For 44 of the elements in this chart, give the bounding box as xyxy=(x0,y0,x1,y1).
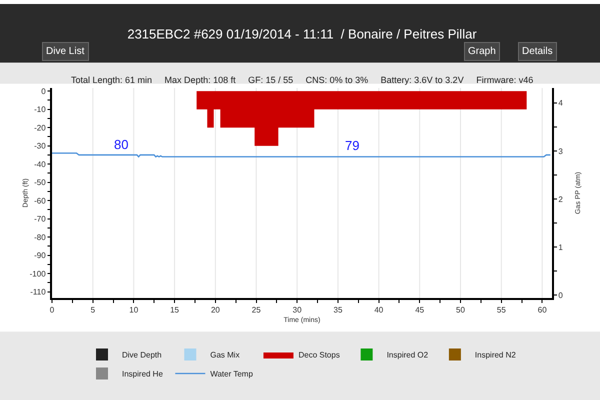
x-tick-label: 5 xyxy=(90,305,96,314)
y2-tick-label: 2 xyxy=(558,194,564,204)
y-tick-label: -90 xyxy=(34,251,46,260)
y-tick-label: -70 xyxy=(34,214,46,224)
y-tick-label: -80 xyxy=(34,232,46,242)
y-tick-label: -110 xyxy=(30,288,46,297)
x-tick-label: 25 xyxy=(252,305,262,314)
y2-tick-label: 3 xyxy=(558,146,564,156)
text: Graph xyxy=(468,46,496,57)
y-tick-label: -40 xyxy=(34,160,46,169)
y2-tick-label: 0 xyxy=(558,290,564,300)
legend-label: Inspired O2 xyxy=(386,350,429,360)
chart-title: 2315EBC2 #629 01/19/2014 - 11:11 / Bonaire / Peitres Pillar xyxy=(127,26,478,42)
annotation: 80 xyxy=(114,137,128,152)
x-tick-label: 15 xyxy=(170,305,180,314)
text: Details xyxy=(522,46,553,57)
y2-tick-label: 1 xyxy=(558,242,564,252)
legend-label: Gas Mix xyxy=(210,350,240,360)
x-tick-label: 40 xyxy=(374,305,384,314)
y-tick-label: -60 xyxy=(34,196,46,206)
x-tick-label: 60 xyxy=(538,305,548,314)
y-tick-label: -50 xyxy=(34,178,46,188)
annotation: 79 xyxy=(345,138,360,153)
x-tick-label: 20 xyxy=(210,305,220,314)
x-tick-label: 35 xyxy=(333,305,343,314)
x-tick-label: 0 xyxy=(50,305,55,314)
legend-label: Deco Stops xyxy=(298,350,340,360)
legend-label: Water Temp xyxy=(210,370,254,379)
y-tick-label: -10 xyxy=(34,105,46,114)
x-tick-label: 55 xyxy=(496,305,506,314)
y-tick-label: -100 xyxy=(30,269,46,278)
legend-label: Inspired He xyxy=(122,370,164,379)
chart-subtitle: Total Length: 61 min Max Depth: 108 ft GF: 15 / 55 CNS: 0% to 3% Battery: 3.6V to 3.2V Firmware: v46 xyxy=(71,75,534,85)
y2-tick-label: 4 xyxy=(558,98,564,108)
text: Dive List xyxy=(46,46,85,57)
x-tick-label: 50 xyxy=(456,305,466,314)
legend-label: Dive Depth xyxy=(122,350,162,360)
x-tick-label: 10 xyxy=(129,305,139,314)
legend-label: Inspired N2 xyxy=(474,350,516,360)
y-tick-label: 0 xyxy=(41,86,46,96)
y-tick-label: -20 xyxy=(34,123,46,132)
x-tick-label: 45 xyxy=(415,305,425,314)
x-tick-label: 30 xyxy=(292,305,302,314)
y-tick-label: -30 xyxy=(34,142,46,151)
